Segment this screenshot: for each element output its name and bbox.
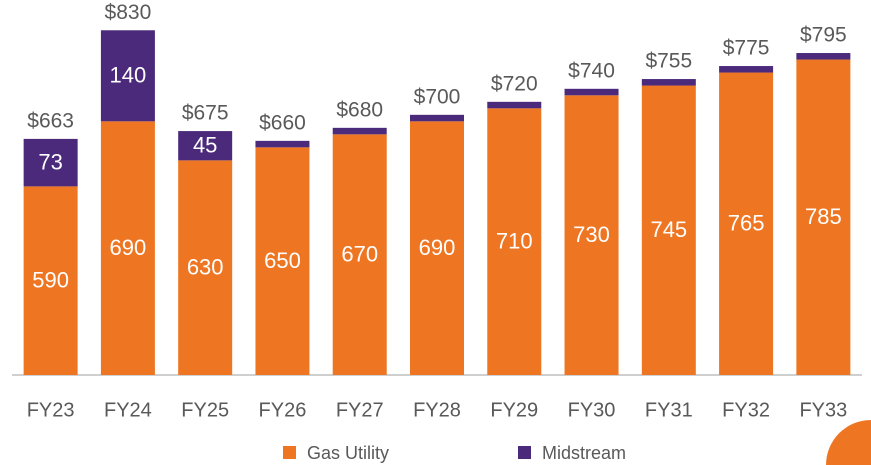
bar-segment — [641, 85, 696, 375]
total-label: $675 — [182, 102, 229, 125]
total-label: $660 — [259, 111, 306, 134]
bar-segment — [255, 147, 310, 375]
total-label: $775 — [723, 37, 770, 60]
x-tick-label: FY33 — [799, 399, 847, 421]
total-label: $830 — [105, 1, 152, 24]
bar-segment — [564, 88, 619, 96]
bar-segment — [332, 134, 387, 375]
data-label: 745 — [650, 217, 687, 242]
bar-segment — [332, 127, 387, 135]
x-tick-label: FY27 — [336, 399, 384, 421]
data-label: 590 — [32, 267, 69, 292]
bar-segment — [564, 95, 619, 375]
bar-segment — [796, 53, 851, 60]
data-label: 650 — [264, 248, 301, 273]
x-tick-label: FY29 — [490, 399, 538, 421]
bar-segment — [410, 121, 464, 375]
bar-segment — [255, 140, 310, 148]
bar-segment — [178, 131, 233, 161]
bar-segment — [100, 30, 155, 122]
x-tick-label: FY24 — [104, 399, 152, 421]
x-tick-label: FY28 — [413, 399, 461, 421]
bar-segment — [487, 101, 542, 109]
data-label: 785 — [805, 204, 842, 229]
bar-segment — [796, 59, 851, 376]
total-label: $680 — [336, 98, 383, 121]
data-label: 730 — [573, 222, 610, 247]
legend-label: Gas Utility — [307, 443, 389, 463]
bar-segment — [719, 72, 774, 376]
data-label: 690 — [110, 235, 147, 260]
bar-segment — [487, 108, 542, 375]
total-label: $755 — [645, 50, 692, 73]
x-tick-label: FY30 — [568, 399, 616, 421]
bar-segment — [23, 138, 78, 187]
corner-decoration — [826, 420, 871, 465]
x-tick-label: FY32 — [722, 399, 770, 421]
legend-swatch — [283, 446, 296, 459]
data-label: 765 — [728, 211, 765, 236]
data-label: 140 — [110, 63, 147, 88]
x-tick-label: FY31 — [645, 399, 693, 421]
total-label: $663 — [27, 109, 74, 132]
bar-segment — [719, 66, 774, 73]
total-label: $720 — [491, 72, 538, 95]
data-label: 710 — [496, 228, 533, 253]
data-label: 690 — [419, 235, 456, 260]
x-tick-label: FY26 — [259, 399, 307, 421]
data-label: 73 — [38, 149, 62, 174]
data-label: 670 — [341, 241, 378, 266]
data-label: 45 — [193, 133, 217, 158]
total-label: $795 — [800, 24, 847, 47]
x-tick-label: FY25 — [181, 399, 229, 421]
legend-swatch — [518, 446, 531, 459]
bar-segment — [641, 79, 696, 86]
total-label: $700 — [414, 85, 461, 108]
bar-segment — [178, 160, 233, 375]
x-tick-label: FY23 — [27, 399, 75, 421]
bar-segment — [410, 114, 464, 122]
total-label: $740 — [568, 59, 615, 82]
legend-label: Midstream — [542, 443, 626, 463]
data-label: 630 — [187, 254, 224, 279]
bar-segment — [100, 121, 155, 375]
bar-segment — [23, 186, 78, 375]
